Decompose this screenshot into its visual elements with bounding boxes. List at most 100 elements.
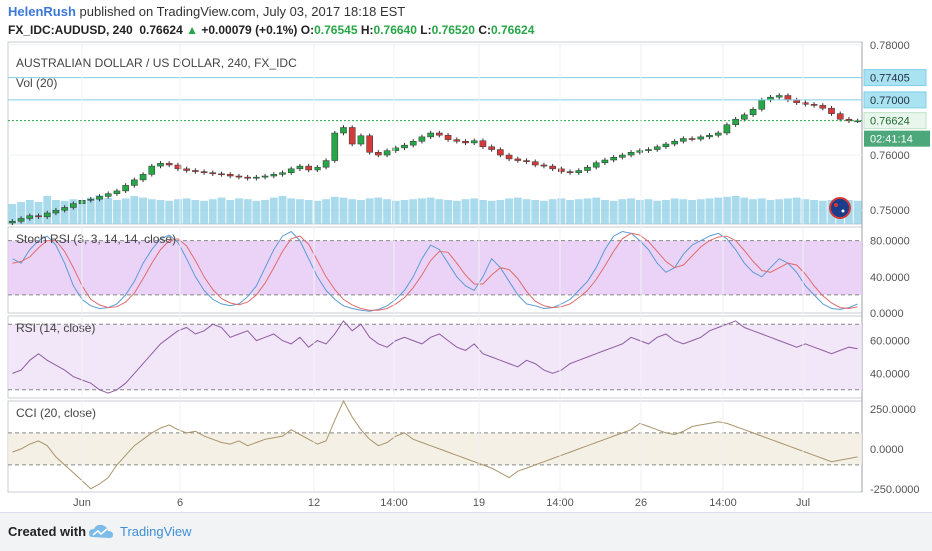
candle-body (714, 132, 722, 136)
candle-body (305, 165, 312, 171)
volume-bar (313, 200, 322, 224)
rsi-tick-label: 60.0000 (870, 336, 910, 348)
candle-body (270, 174, 278, 177)
candle-body (200, 171, 208, 173)
volume-bar (818, 200, 827, 224)
volume-bar (296, 199, 304, 224)
volume-bar (304, 200, 313, 224)
candle-body (523, 160, 530, 162)
volume-bar (679, 199, 688, 224)
volume-bar (496, 200, 505, 224)
volume-bar (705, 198, 714, 224)
volume-bar (261, 200, 269, 224)
candle-body (61, 207, 68, 211)
volume-bar (191, 200, 200, 224)
candle-body (104, 193, 112, 197)
cci-series-line (12, 399, 858, 490)
volume-bar (487, 200, 496, 224)
candle-body (828, 107, 835, 114)
volume-bar (444, 200, 452, 224)
candle-body (619, 154, 626, 158)
rsi-label: RSI (14, close) (16, 321, 95, 335)
volume-bar (86, 197, 95, 224)
candle-body (697, 136, 705, 140)
volume-bar (156, 200, 165, 224)
candle-body (706, 134, 713, 138)
candle-body (662, 143, 670, 148)
flag-star-icon (841, 209, 845, 213)
candle-body (174, 164, 182, 170)
volume-bar (139, 197, 147, 224)
close-label: C: (478, 23, 491, 37)
candle-body (584, 166, 591, 171)
open-value: 0.76545 (314, 23, 358, 37)
footer-bar: Created with TradingView (0, 512, 932, 551)
candle-body (566, 171, 574, 173)
cci-band (8, 432, 862, 465)
volume-bar (540, 200, 548, 224)
volume-bar (688, 200, 696, 224)
volume-bar (400, 200, 409, 224)
candle-body (218, 173, 225, 176)
candle-body (35, 215, 42, 218)
volume-bar (531, 200, 540, 224)
time-tick-label: 26 (635, 497, 647, 509)
stoch-rsi-tick-label: 0.0000 (870, 308, 904, 320)
volume-bar (426, 197, 435, 224)
candle-body (540, 164, 548, 167)
volume-bar (775, 199, 784, 224)
candle-body (340, 127, 347, 134)
candle-body (139, 174, 147, 181)
volume-bar (200, 200, 208, 224)
candle-body (531, 161, 539, 166)
candle-body (653, 146, 661, 150)
candle-body (688, 138, 696, 140)
volume-bar (104, 198, 113, 224)
volume-bar (749, 199, 757, 224)
candle-body (732, 118, 739, 125)
volume-bar (670, 198, 679, 224)
tradingview-link[interactable]: TradingView (120, 524, 192, 539)
volume-bar (391, 200, 400, 224)
volume-bar (348, 199, 357, 224)
candle-body (444, 134, 452, 140)
volume-bar (696, 199, 705, 224)
candle-body (497, 149, 504, 156)
australia-flag-icon (829, 197, 851, 219)
volume-bar (208, 199, 217, 224)
volume-bar (583, 198, 592, 224)
candle-body (558, 168, 565, 172)
stoch-rsi-series-line (12, 230, 858, 312)
level-price-label: 0.77405 (870, 73, 910, 85)
low-value: 0.76520 (431, 23, 475, 37)
chart-canvas[interactable]: 0.780000.770000.760000.750000.774050.770… (0, 0, 932, 512)
candle-body (802, 102, 809, 105)
candle-body (758, 99, 766, 110)
volume-bar (287, 198, 296, 224)
chart-title: AUSTRALIAN DOLLAR / US DOLLAR, 240, FX_I… (16, 56, 297, 70)
volume-bar (383, 199, 391, 224)
volume-bar (252, 200, 261, 224)
volume-bar (435, 199, 444, 224)
tradingview-cloud-icon[interactable] (88, 523, 114, 541)
volume-bar (757, 198, 766, 224)
candle-body (601, 159, 609, 164)
candle-body (375, 152, 382, 156)
volume-bar (43, 196, 52, 224)
volume-bar (513, 197, 522, 224)
candle-body (70, 203, 77, 208)
high-label: H: (360, 23, 374, 37)
candle-body (322, 160, 330, 168)
volume-bar (339, 197, 348, 224)
stoch-rsi-label: Stoch RSI (3, 3, 14, 14, close) (16, 232, 176, 246)
candle-body (453, 139, 461, 142)
volume-bar (801, 199, 810, 224)
candle-body (549, 165, 556, 170)
candle-body (279, 172, 286, 175)
time-tick-label: 6 (177, 497, 183, 509)
volume-bar (147, 199, 156, 224)
time-tick-label: 14:00 (709, 497, 737, 509)
last-price-label: 0.76624 (870, 116, 910, 128)
volume-bar (853, 200, 862, 224)
author-link[interactable]: HelenRush (8, 4, 76, 19)
